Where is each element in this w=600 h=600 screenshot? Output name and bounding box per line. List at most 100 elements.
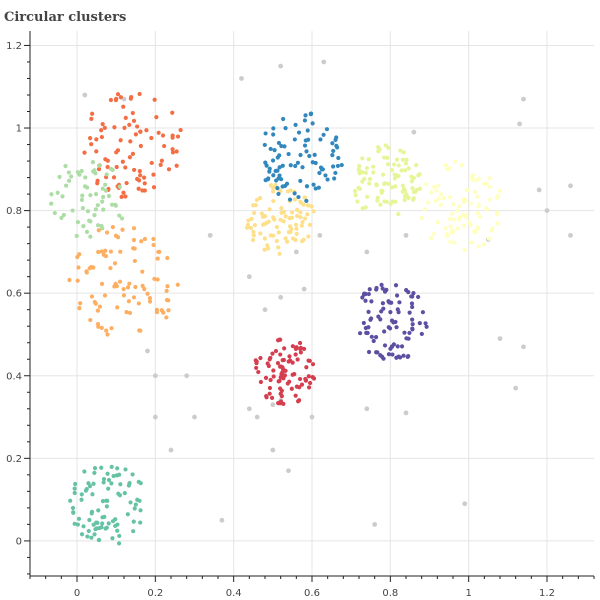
cluster-point: [100, 199, 105, 204]
cluster-point: [138, 520, 143, 525]
outlier-point: [246, 406, 252, 412]
cluster-point: [451, 202, 456, 207]
cluster-point: [110, 225, 116, 230]
cluster-point: [263, 131, 268, 136]
cluster-point: [365, 194, 370, 199]
cluster-point: [295, 357, 300, 362]
chart-title: Circular clusters: [4, 10, 127, 25]
cluster-point: [131, 519, 136, 524]
cluster-point: [290, 360, 295, 365]
cluster-point: [304, 149, 309, 154]
cluster-point: [417, 172, 422, 177]
cluster-point: [331, 148, 336, 154]
cluster-point: [105, 471, 110, 476]
cluster-point: [130, 472, 135, 477]
cluster-point: [374, 182, 379, 187]
cluster-point: [294, 226, 299, 231]
cluster-point: [304, 184, 310, 189]
cluster-point: [401, 150, 406, 155]
cluster-point: [303, 376, 308, 382]
cluster-point: [293, 122, 298, 127]
cluster-point: [320, 167, 325, 172]
cluster-point: [94, 137, 99, 142]
outlier-point: [192, 414, 197, 420]
cluster-point: [357, 164, 362, 169]
cluster-point: [262, 236, 267, 241]
cluster-point: [400, 189, 405, 194]
cluster-point: [334, 143, 339, 148]
cluster-point: [88, 234, 93, 239]
cluster-point: [79, 197, 85, 202]
cluster-point: [299, 382, 305, 387]
cluster-point: [447, 216, 453, 222]
cluster-point: [385, 155, 390, 160]
cluster-point: [438, 202, 443, 208]
cluster-point: [405, 194, 410, 200]
cluster-point: [297, 376, 303, 382]
cluster-point: [109, 326, 114, 331]
cluster-point: [128, 500, 133, 505]
cluster-point: [300, 165, 305, 170]
cluster-point: [399, 344, 405, 349]
cluster-point: [287, 197, 293, 202]
cluster-point: [93, 171, 98, 176]
cluster-point: [367, 176, 373, 182]
cluster-point: [307, 153, 312, 159]
cluster-point: [75, 254, 80, 260]
cluster-point: [138, 328, 143, 333]
cluster-point: [495, 210, 500, 215]
cluster-point: [113, 523, 118, 529]
cluster-point: [301, 202, 306, 207]
cluster-point: [140, 269, 145, 274]
cluster-point: [99, 223, 104, 229]
cluster-point: [292, 197, 298, 202]
cluster-point: [131, 246, 136, 251]
cluster-point: [423, 321, 428, 326]
cluster-point: [298, 350, 303, 355]
cluster-point: [305, 128, 310, 133]
cluster-point: [476, 244, 481, 249]
cluster-point: [108, 249, 114, 254]
cluster-point: [119, 216, 125, 221]
cluster-point: [137, 91, 142, 97]
cluster-point: [273, 348, 279, 354]
cluster-point: [376, 145, 381, 150]
cluster-point: [333, 137, 338, 142]
outlier-point: [517, 121, 522, 127]
cluster-point: [293, 346, 298, 352]
cluster-point: [369, 334, 374, 339]
cluster-point: [117, 472, 122, 477]
cluster-point: [285, 381, 290, 386]
cluster-point: [256, 369, 261, 375]
cluster-point: [95, 308, 100, 313]
cluster-point: [402, 330, 407, 335]
cluster-point: [428, 235, 434, 241]
cluster-point: [475, 227, 480, 232]
cluster-point: [278, 352, 283, 357]
cluster-point: [447, 166, 452, 171]
cluster-point: [258, 379, 264, 385]
cluster-point: [94, 149, 99, 154]
outlier-point: [254, 414, 260, 420]
cluster-point: [452, 159, 458, 164]
cluster-point: [389, 168, 395, 173]
cluster-point: [84, 229, 90, 234]
cluster-point: [271, 198, 276, 204]
cluster-point: [263, 375, 269, 380]
cluster-point: [279, 394, 284, 399]
outlier-point: [301, 286, 307, 292]
cluster-point: [85, 534, 90, 539]
cluster-point: [271, 132, 276, 137]
cluster-point: [271, 126, 276, 131]
cluster-point: [123, 165, 128, 170]
cluster-point: [481, 242, 486, 247]
cluster-point: [469, 174, 474, 180]
cluster-point: [276, 230, 281, 235]
cluster-point: [392, 162, 397, 167]
cluster-point: [392, 176, 398, 181]
cluster-point: [92, 213, 97, 218]
cluster-point: [325, 177, 330, 182]
outlier-point: [317, 232, 323, 238]
cluster-point: [57, 174, 62, 180]
cluster-point: [142, 181, 147, 186]
